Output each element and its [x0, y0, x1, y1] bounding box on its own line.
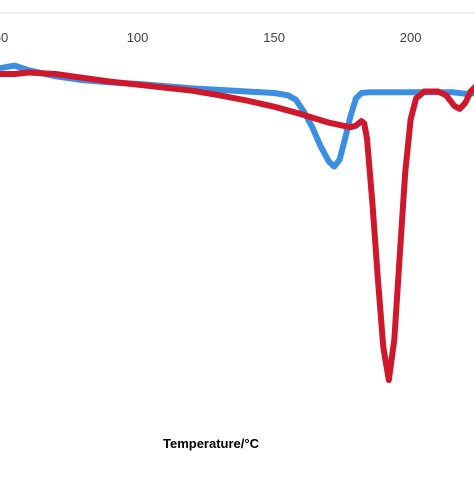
- series-line-1: [0, 62, 474, 170]
- x-tick-label: 200: [400, 30, 422, 45]
- x-tick-label: 50: [0, 30, 8, 45]
- x-tick-label: 100: [127, 30, 149, 45]
- plot-border: [0, 12, 474, 14]
- x-axis-ticks: 50 100 150 200: [0, 30, 422, 45]
- x-tick-label: 150: [263, 30, 285, 45]
- series-line-2: [0, 69, 474, 383]
- plot-frame: [0, 12, 474, 14]
- series-layer: [0, 62, 474, 383]
- x-axis-title: Temperature/°C: [163, 436, 260, 451]
